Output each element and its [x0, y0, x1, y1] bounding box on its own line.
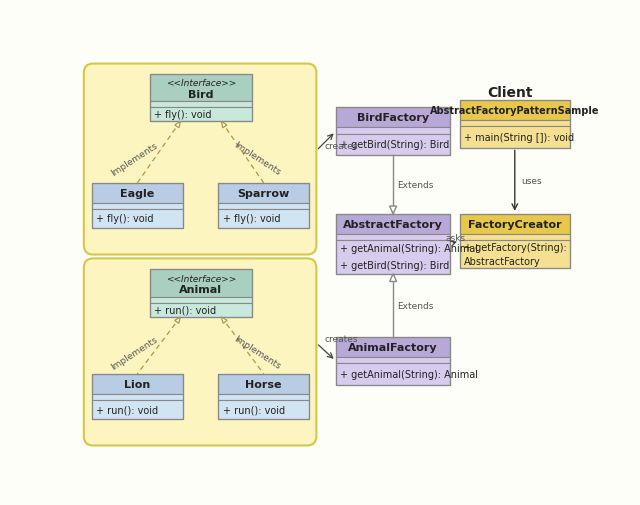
Text: + getBird(String): Bird: + getBird(String): Bird	[340, 140, 450, 150]
Text: <<Interface>>: <<Interface>>	[166, 274, 236, 283]
Text: <<Interface>>: <<Interface>>	[166, 79, 236, 88]
Text: AbstractFactoryPatternSample: AbstractFactoryPatternSample	[430, 106, 600, 116]
Text: + run(): void: + run(): void	[96, 405, 159, 415]
FancyBboxPatch shape	[84, 65, 316, 255]
FancyBboxPatch shape	[336, 214, 451, 234]
FancyBboxPatch shape	[150, 304, 252, 317]
Text: + getAnimal(String): Animal: + getAnimal(String): Animal	[340, 244, 479, 254]
Polygon shape	[221, 317, 227, 324]
Text: Horse: Horse	[245, 379, 282, 389]
Text: + run(): void: + run(): void	[223, 405, 285, 415]
Text: + fly(): void: + fly(): void	[223, 214, 280, 224]
FancyBboxPatch shape	[336, 357, 451, 364]
Text: AnimalFactory: AnimalFactory	[348, 342, 438, 352]
FancyBboxPatch shape	[460, 121, 570, 127]
Text: Animal: Animal	[179, 284, 223, 294]
FancyBboxPatch shape	[150, 74, 252, 102]
Text: FactoryCreator: FactoryCreator	[468, 219, 561, 229]
FancyBboxPatch shape	[218, 400, 309, 419]
FancyBboxPatch shape	[460, 214, 570, 234]
Text: asks: asks	[445, 234, 465, 242]
FancyBboxPatch shape	[336, 234, 451, 240]
Text: Lion: Lion	[124, 379, 150, 389]
Text: + main(String []): void: + main(String []): void	[465, 132, 575, 142]
FancyBboxPatch shape	[150, 102, 252, 108]
FancyBboxPatch shape	[92, 210, 183, 228]
FancyBboxPatch shape	[460, 100, 570, 121]
FancyBboxPatch shape	[150, 108, 252, 122]
FancyBboxPatch shape	[218, 183, 309, 204]
Text: AbstractFactory: AbstractFactory	[465, 256, 541, 266]
FancyBboxPatch shape	[92, 204, 183, 210]
Text: Extends: Extends	[397, 301, 433, 310]
FancyBboxPatch shape	[336, 364, 451, 385]
FancyBboxPatch shape	[336, 337, 451, 357]
FancyBboxPatch shape	[336, 134, 451, 156]
FancyBboxPatch shape	[84, 259, 316, 445]
FancyBboxPatch shape	[150, 270, 252, 297]
FancyBboxPatch shape	[150, 297, 252, 304]
FancyBboxPatch shape	[218, 204, 309, 210]
Text: creates: creates	[324, 142, 358, 151]
FancyBboxPatch shape	[336, 128, 451, 134]
Polygon shape	[175, 317, 180, 324]
FancyBboxPatch shape	[218, 394, 309, 400]
Text: + fly(): void: + fly(): void	[96, 214, 154, 224]
Text: + getAnimal(String): Animal: + getAnimal(String): Animal	[340, 369, 479, 379]
Text: AbstractFactory: AbstractFactory	[343, 219, 443, 229]
FancyBboxPatch shape	[218, 210, 309, 228]
Text: Implements: Implements	[232, 140, 282, 177]
Text: Eagle: Eagle	[120, 188, 154, 198]
Text: creates: creates	[324, 334, 358, 343]
Text: Bird: Bird	[188, 89, 214, 99]
FancyBboxPatch shape	[460, 234, 570, 240]
FancyBboxPatch shape	[92, 374, 183, 394]
FancyBboxPatch shape	[460, 127, 570, 148]
Polygon shape	[390, 207, 397, 214]
Text: Implements: Implements	[109, 140, 159, 177]
Text: + run(): void: + run(): void	[154, 306, 216, 315]
Text: Implements: Implements	[232, 334, 282, 371]
FancyBboxPatch shape	[336, 108, 451, 128]
FancyBboxPatch shape	[92, 400, 183, 419]
FancyBboxPatch shape	[92, 394, 183, 400]
Text: + getBird(String): Bird: + getBird(String): Bird	[340, 261, 450, 271]
Text: Client: Client	[488, 86, 533, 100]
FancyBboxPatch shape	[218, 374, 309, 394]
Text: BirdFactory: BirdFactory	[357, 113, 429, 123]
Text: + getFactory(String):: + getFactory(String):	[465, 242, 567, 252]
FancyBboxPatch shape	[460, 240, 570, 268]
Polygon shape	[175, 122, 180, 129]
Text: Implements: Implements	[109, 334, 159, 371]
Polygon shape	[221, 122, 227, 129]
Text: uses: uses	[521, 177, 541, 186]
FancyBboxPatch shape	[92, 183, 183, 204]
Text: Extends: Extends	[397, 181, 433, 189]
Text: + fly(): void: + fly(): void	[154, 110, 212, 120]
Text: Sparrow: Sparrow	[237, 188, 290, 198]
FancyBboxPatch shape	[336, 240, 451, 274]
Polygon shape	[390, 274, 397, 282]
